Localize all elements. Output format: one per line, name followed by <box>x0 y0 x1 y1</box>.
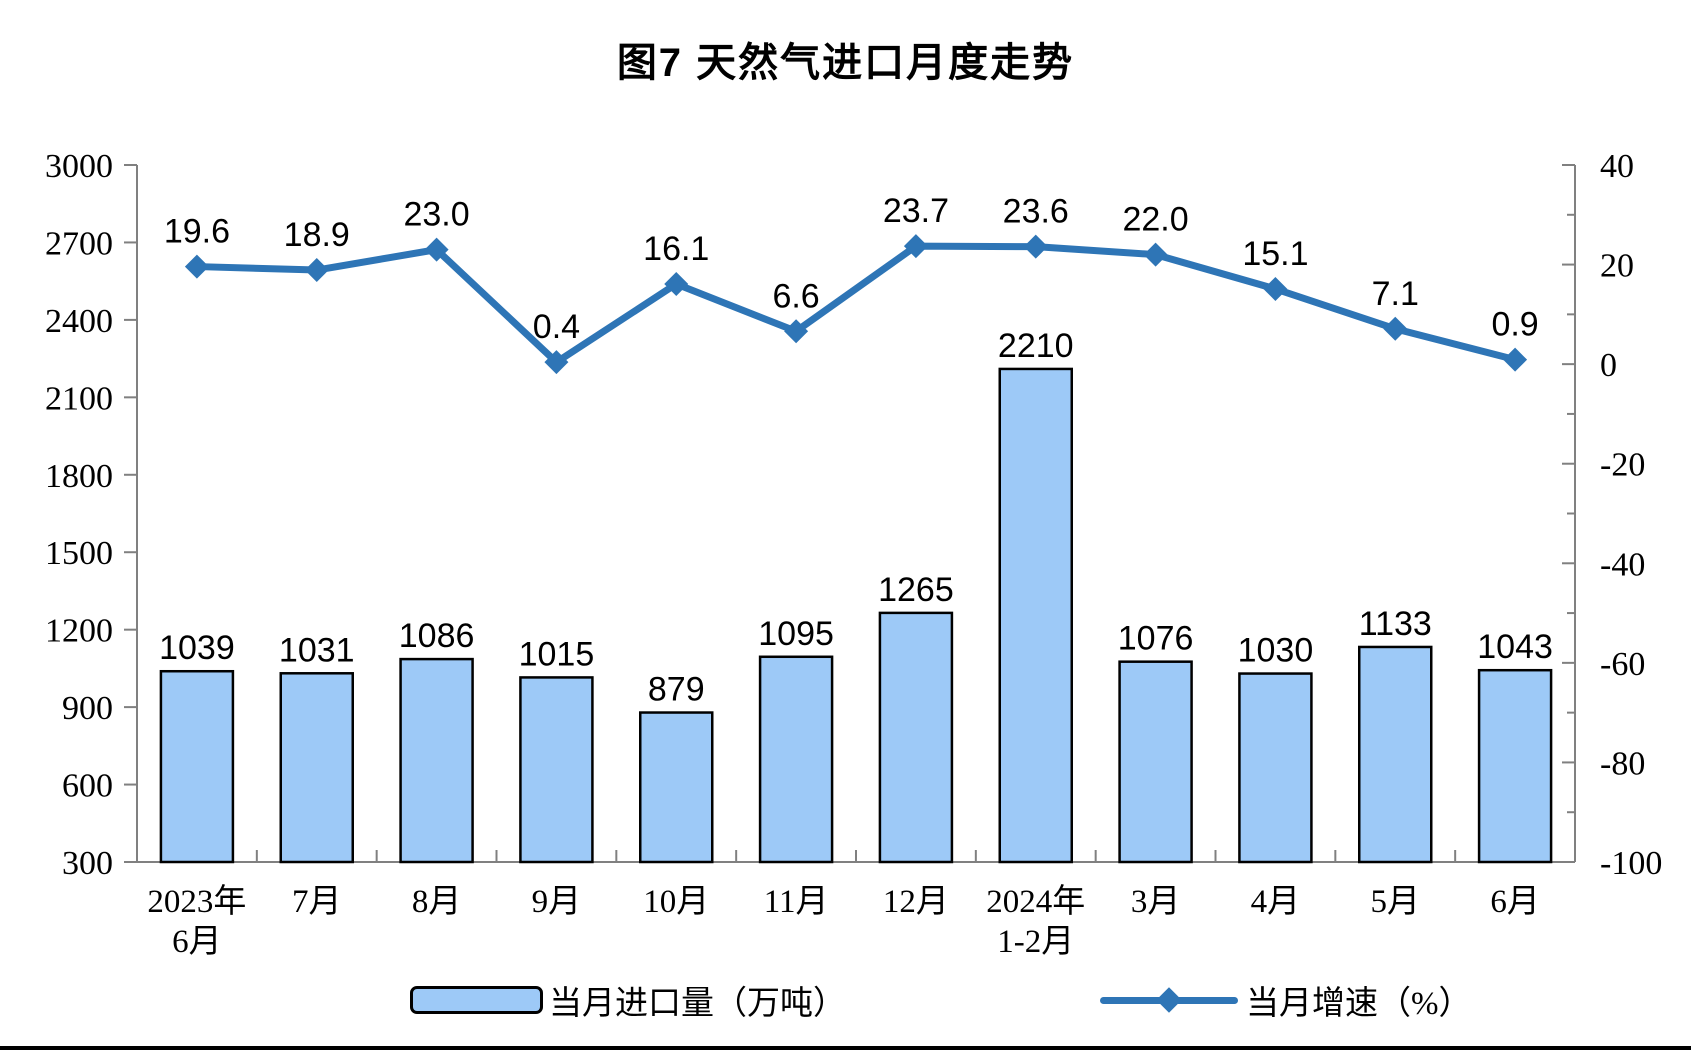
diamond-marker-icon <box>1023 234 1048 259</box>
x-category-label: 1-2月 <box>997 924 1074 960</box>
bar-data-label: 1133 <box>1359 605 1432 643</box>
diamond-marker-icon <box>1503 347 1528 372</box>
bar-data-label: 1015 <box>519 635 595 673</box>
left-axis-tick-label: 1500 <box>45 535 113 572</box>
x-category-label: 5月 <box>1371 884 1421 920</box>
diamond-marker-icon <box>1263 276 1288 301</box>
right-axis-tick-label: -100 <box>1600 845 1662 882</box>
x-category-label: 3月 <box>1131 884 1181 920</box>
left-axis-tick-label: 1800 <box>45 458 113 495</box>
line-data-label: 18.9 <box>284 216 350 254</box>
bar <box>1358 645 1433 864</box>
x-category-label: 9月 <box>532 884 582 920</box>
right-axis-tick-label: -80 <box>1600 745 1645 782</box>
legend-label-growth-rate: 当月增速（%） <box>1246 986 1472 1022</box>
legend: 当月进口量（万吨） 当月增速（%） <box>0 976 1691 1022</box>
diamond-marker-icon <box>784 319 809 344</box>
growth-line <box>193 242 1519 366</box>
x-category-label: 6月 <box>1490 884 1540 920</box>
bar <box>998 367 1073 864</box>
bar <box>1238 672 1313 864</box>
bar-data-label: 1030 <box>1238 632 1314 670</box>
left-axis-tick-label: 3000 <box>45 148 113 185</box>
bar-data-label: 1265 <box>878 571 954 609</box>
line-data-label: 0.4 <box>533 308 580 346</box>
right-axis-tick-label: -20 <box>1600 447 1645 484</box>
line-data-label: 23.0 <box>403 196 469 234</box>
line-data-label: 23.6 <box>1003 193 1069 231</box>
diamond-marker-icon <box>424 237 449 262</box>
bar <box>399 657 474 864</box>
bar <box>159 669 235 864</box>
left-axis-tick-label: 2400 <box>45 303 113 340</box>
diamond-marker-icon <box>184 254 209 279</box>
bar <box>639 711 714 864</box>
left-axis-tick-label: 2700 <box>45 225 113 262</box>
bar <box>1477 668 1553 864</box>
bar <box>279 672 354 864</box>
bar-data-label: 1043 <box>1477 628 1553 666</box>
diamond-marker-icon <box>1143 242 1168 267</box>
bar <box>519 676 594 864</box>
x-category-label: 7月 <box>292 884 342 920</box>
line-data-label: 15.1 <box>1242 235 1308 273</box>
bar-data-label: 1039 <box>159 629 235 667</box>
line-data-label: 0.9 <box>1491 306 1538 344</box>
diamond-marker-icon <box>1383 316 1408 341</box>
line-data-label: 16.1 <box>643 230 709 268</box>
bar-data-label: 879 <box>648 671 705 709</box>
left-axis-tick-label: 600 <box>62 768 113 805</box>
right-axis-tick-label: -60 <box>1600 646 1645 683</box>
left-axis-tick-label: 300 <box>62 845 113 882</box>
line-data-label: 7.1 <box>1372 275 1419 313</box>
right-axis-tick-label: 40 <box>1600 148 1634 185</box>
legend-item-growth-rate: 当月增速（%） <box>1100 976 1472 1024</box>
legend-item-import-volume: 当月进口量（万吨） <box>410 976 846 1024</box>
bar-data-label: 1031 <box>279 631 355 669</box>
diamond-marker-icon <box>664 271 689 296</box>
right-axis-tick-label: 20 <box>1600 248 1634 285</box>
legend-diamond-marker-icon <box>1156 987 1182 1013</box>
x-category-label: 10月 <box>643 884 709 920</box>
x-category-label: 11月 <box>764 884 829 920</box>
x-category-label: 12月 <box>883 884 949 920</box>
legend-line-diamond-swatch-icon <box>1100 986 1238 1014</box>
line-data-label: 23.7 <box>883 192 949 230</box>
diamond-marker-icon <box>903 234 928 259</box>
legend-label-import-volume: 当月进口量（万吨） <box>549 986 846 1022</box>
x-category-label: 4月 <box>1251 884 1301 920</box>
bar-data-label: 1076 <box>1118 620 1194 658</box>
x-category-label: 2023年 <box>147 883 246 920</box>
bottom-border-line <box>0 1046 1691 1050</box>
left-axis-tick-label: 900 <box>62 690 113 727</box>
diamond-marker-icon <box>304 258 329 283</box>
bar-data-label: 2210 <box>998 327 1074 365</box>
right-axis-tick-label: -40 <box>1600 546 1645 583</box>
line-data-label: 19.6 <box>164 213 230 251</box>
x-category-label: 6月 <box>172 924 222 960</box>
left-axis-tick-label: 1200 <box>45 613 113 650</box>
left-axis-tick-label: 2100 <box>45 380 113 417</box>
right-axis-tick-label: 0 <box>1600 347 1617 384</box>
line-data-label: 22.0 <box>1122 201 1188 239</box>
bar <box>1118 660 1193 864</box>
bar <box>758 655 834 864</box>
chart-title: 图7 天然气进口月度走势 <box>616 41 1075 85</box>
line-data-label: 6.6 <box>772 277 819 315</box>
legend-bar-swatch-icon <box>410 986 543 1014</box>
x-category-label: 8月 <box>412 884 462 920</box>
bar-data-label: 1095 <box>758 615 834 653</box>
bar-data-label: 1086 <box>399 617 475 655</box>
x-category-label: 2024年 <box>986 883 1085 920</box>
diamond-marker-icon <box>544 350 569 375</box>
bar <box>878 611 954 864</box>
